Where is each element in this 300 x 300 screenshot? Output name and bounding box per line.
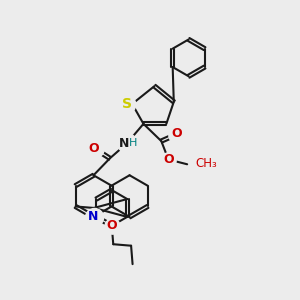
Text: O: O [88,142,99,155]
Text: S: S [122,97,132,111]
Text: O: O [106,219,117,232]
Text: H: H [129,138,137,148]
Text: N: N [119,137,129,150]
Text: CH₃: CH₃ [196,157,217,170]
Text: N: N [88,210,99,224]
Text: O: O [171,127,182,140]
Text: O: O [163,153,174,166]
